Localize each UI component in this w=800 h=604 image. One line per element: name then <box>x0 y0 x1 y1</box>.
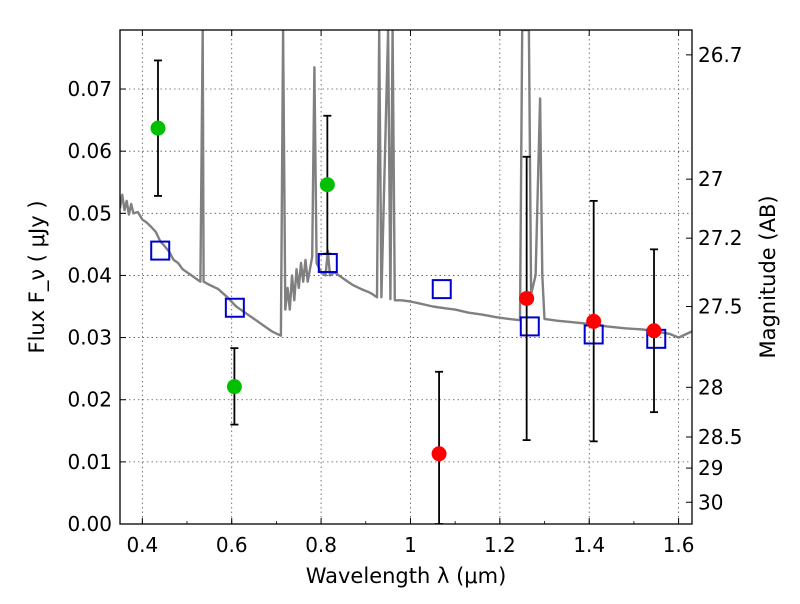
model-spectrum-line <box>120 30 692 339</box>
y-tick-label: 0.00 <box>67 512 112 536</box>
model-photometry-box <box>519 316 540 337</box>
magnitude-tick-label: 27 <box>698 167 723 191</box>
axis-labels: 0.4 0.6 0.8 1 1.2 1.4 1.6 0.00 0.01 0.02 0.03 0.04 0… <box>25 43 780 588</box>
x-axis-label: Wavelength λ (μm) <box>306 564 507 588</box>
magnitude-tick-label: 27.2 <box>698 226 743 250</box>
x-tick-label: 1.6 <box>663 533 695 557</box>
magnitude-tick-label: 27.5 <box>698 295 743 319</box>
magnitude-tick-label: 29 <box>698 456 723 480</box>
red-data-point <box>646 323 662 339</box>
y-tick-label: 0.05 <box>67 201 112 225</box>
y-axis-label: Flux F_ν ( μJy ) <box>25 200 50 353</box>
magnitude-tick-label: 28.5 <box>698 425 743 449</box>
ticks <box>120 30 692 525</box>
x-tick-label: 0.6 <box>216 533 248 557</box>
grid <box>120 30 692 524</box>
green-data-point <box>226 379 242 395</box>
x-tick-label: 0.8 <box>305 533 337 557</box>
magnitude-tick-label: 30 <box>698 490 723 514</box>
magnitude-tick-label: 28 <box>698 375 723 399</box>
x-tick-label: 1 <box>404 533 417 557</box>
x-tick-label: 0.4 <box>126 533 158 557</box>
y-tick-label: 0.07 <box>67 77 112 101</box>
data-layer <box>120 30 692 524</box>
red-data-point <box>431 446 447 462</box>
model-photometry-box <box>150 240 171 261</box>
x-tick-label: 1.4 <box>573 533 605 557</box>
y-tick-label: 0.03 <box>67 326 112 350</box>
y-tick-label: 0.06 <box>67 139 112 163</box>
y-tick-label: 0.01 <box>67 450 112 474</box>
red-data-point <box>519 290 535 306</box>
y-tick-label: 0.02 <box>67 388 112 412</box>
model-photometry-box <box>431 279 452 300</box>
right-axis-label: Magnitude (AB) <box>756 195 780 358</box>
magnitude-tick-label: 26.7 <box>698 43 743 67</box>
red-data-point <box>586 313 602 329</box>
green-data-point <box>150 120 166 136</box>
y-tick-label: 0.04 <box>67 263 112 287</box>
x-tick-label: 1.2 <box>484 533 516 557</box>
model-photometry-box <box>224 297 245 318</box>
plot-frame <box>119 29 693 525</box>
green-data-point <box>319 177 335 193</box>
